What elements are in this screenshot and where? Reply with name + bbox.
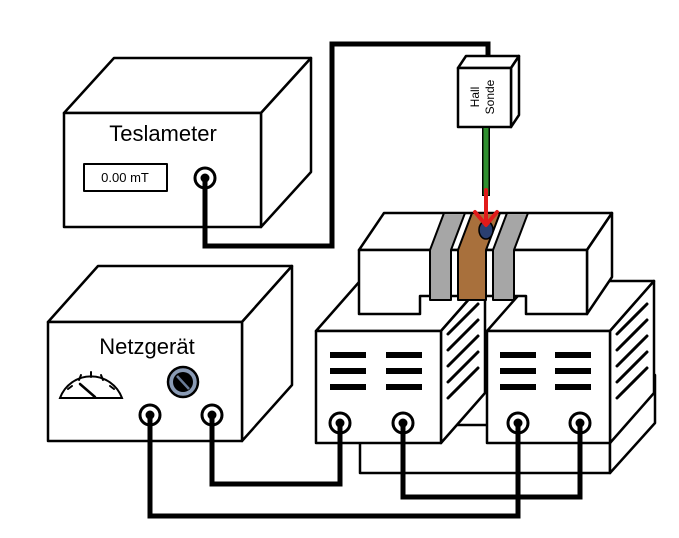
probe-arrow-icon bbox=[473, 188, 499, 227]
wire-supply-right-to-left-coil bbox=[209, 415, 343, 487]
hall-probe-label-line1: Hall bbox=[468, 87, 482, 108]
power-supply-meter-icon bbox=[58, 371, 124, 399]
right-coil-vents bbox=[500, 352, 591, 390]
teslameter-reading: 0.00 mT bbox=[101, 170, 149, 185]
power-supply-knob-icon[interactable] bbox=[166, 365, 200, 399]
left-pole-piece bbox=[429, 212, 466, 301]
wires-front bbox=[147, 415, 583, 519]
hall-probe-top-face bbox=[456, 54, 521, 70]
right-coil-side-vents bbox=[615, 302, 649, 400]
hall-probe-label-line2: Sonde bbox=[483, 79, 497, 114]
teslameter-display bbox=[83, 163, 168, 192]
wire-coil-bridge bbox=[400, 423, 583, 500]
wires bbox=[202, 41, 491, 249]
wire-teslameter-to-probe bbox=[202, 41, 491, 249]
teslameter-title: Teslameter bbox=[109, 121, 217, 146]
teslameter bbox=[62, 56, 313, 229]
wire-supply-left-to-right-coil bbox=[147, 415, 521, 519]
hall-probe-front-face bbox=[456, 66, 513, 129]
hall-probe bbox=[456, 54, 521, 129]
right-pole-piece bbox=[492, 212, 529, 301]
left-coil-side-vents bbox=[446, 302, 480, 400]
power-supply-title: Netzgerät bbox=[99, 334, 194, 359]
left-coil-vents bbox=[330, 352, 422, 390]
